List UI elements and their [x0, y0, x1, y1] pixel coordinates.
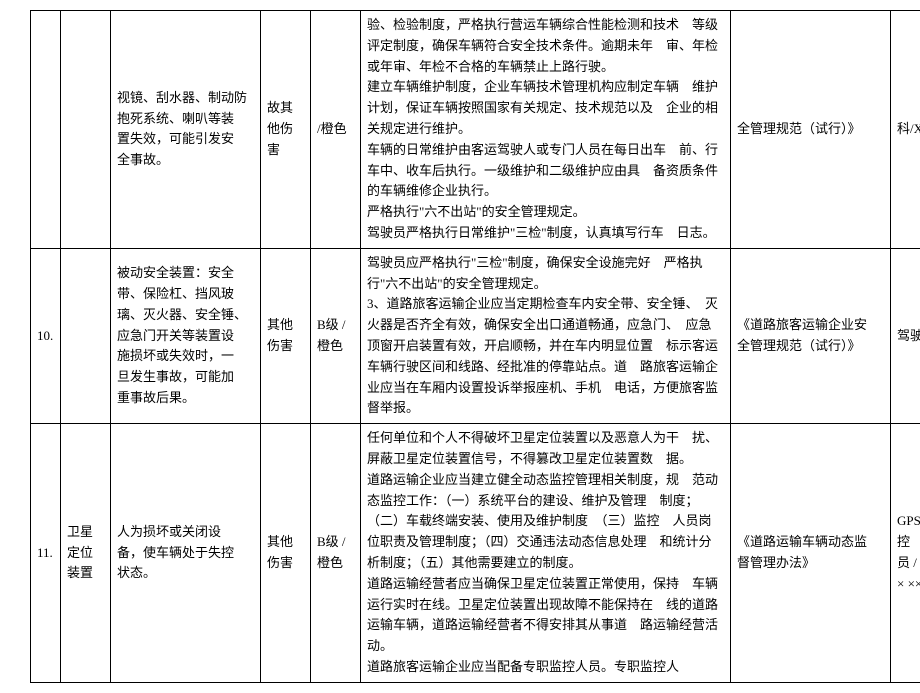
cell-reference: 《道路运输车辆动态监 督管理办法》 — [731, 424, 891, 683]
cell-level: B级 /橙色 — [311, 424, 361, 683]
cell-reference: 全管理规范（试行）》 — [731, 11, 891, 249]
cell-measures: 驾驶员应严格执行"三检"制度，确保安全设施完好 严格执行"六不出站"的安全管理规… — [361, 248, 731, 423]
cell-responsible: 科/X × — [891, 11, 920, 249]
cell-measures: 任何单位和个人不得破坏卫星定位装置以及恶意人为干 扰、屏蔽卫星定位装置信号，不得… — [361, 424, 731, 683]
cell-risk: 人为损坏或关闭设 备，使车辆处于失控 状态。 — [111, 424, 261, 683]
cell-measures: 验、检验制度，严格执行营运车辆综合性能检测和技术 等级评定制度，确保车辆符合安全… — [361, 11, 731, 249]
cell-responsible: 驾驶 员 — [891, 248, 920, 423]
table-row: 视镜、刮水器、制动防抱死系统、喇叭等装 置失效，可能引发安 全事故。故其他伤害/… — [31, 11, 920, 249]
cell-risk: 视镜、刮水器、制动防抱死系统、喇叭等装 置失效，可能引发安 全事故。 — [111, 11, 261, 249]
cell-reference: 《道路旅客运输企业安 全管理规范（试行）》 — [731, 248, 891, 423]
cell-level: /橙色 — [311, 11, 361, 249]
cell-id: 10. — [31, 248, 61, 423]
cell-harm: 其他伤害 — [261, 248, 311, 423]
cell-risk: 被动安全装置：安全 带、保险杠、挡风玻 璃、灭火器、安全锤、 应急门开关等装置设… — [111, 248, 261, 423]
cell-device — [61, 248, 111, 423]
cell-level: B级 /橙色 — [311, 248, 361, 423]
cell-harm: 故其他伤害 — [261, 11, 311, 249]
cell-id — [31, 11, 61, 249]
cell-id: 11. — [31, 424, 61, 683]
cell-responsible: GPS 监控 人员 / X ×× ×× — [891, 424, 920, 683]
table-row: 10. 被动安全装置：安全 带、保险杠、挡风玻 璃、灭火器、安全锤、 应急门开关等… — [31, 248, 920, 423]
risk-table: 视镜、刮水器、制动防抱死系统、喇叭等装 置失效，可能引发安 全事故。故其他伤害/… — [30, 10, 920, 683]
table-row: 11.卫星定位装置人为损坏或关闭设 备，使车辆处于失控 状态。其他伤害B级 /橙… — [31, 424, 920, 683]
cell-device: 卫星定位装置 — [61, 424, 111, 683]
cell-device — [61, 11, 111, 249]
cell-harm: 其他伤害 — [261, 424, 311, 683]
